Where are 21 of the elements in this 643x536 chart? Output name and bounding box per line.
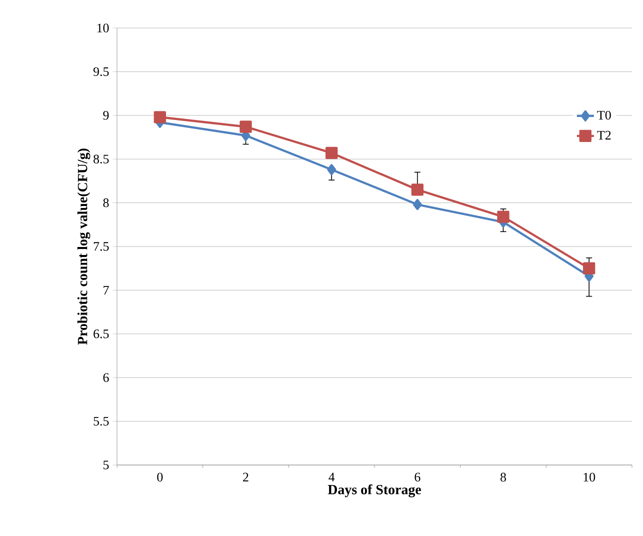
x-axis-title: Days of Storage xyxy=(328,484,422,498)
legend-label: T2 xyxy=(597,130,611,140)
x-tick-label: 6 xyxy=(414,472,420,482)
y-tick-label: 10 xyxy=(97,24,109,32)
y-tick-label: 6.5 xyxy=(94,330,109,338)
y-tick-label: 6 xyxy=(103,373,109,382)
x-tick-label: 2 xyxy=(243,472,248,482)
y-tick-label: 5 xyxy=(104,460,109,470)
y-tick-label: 9.5 xyxy=(93,67,109,76)
x-tick-label: 8 xyxy=(500,472,506,482)
x-tick-label: 0 xyxy=(157,472,163,482)
x-tick-label: 4 xyxy=(328,472,335,482)
y-tick-label: 9 xyxy=(103,111,109,120)
x-tick-label: 10 xyxy=(584,472,596,482)
y-tick-label: 5.5 xyxy=(94,416,109,426)
y-tick-label: 7 xyxy=(104,286,109,294)
y-axis-title: Probiotic count log value(CFU/g) xyxy=(77,148,90,345)
y-tick-label: 8.5 xyxy=(94,154,109,164)
y-tick-label: 8 xyxy=(103,198,109,208)
legend-label: T0 xyxy=(597,110,611,120)
y-tick-label: 7.5 xyxy=(94,242,109,251)
